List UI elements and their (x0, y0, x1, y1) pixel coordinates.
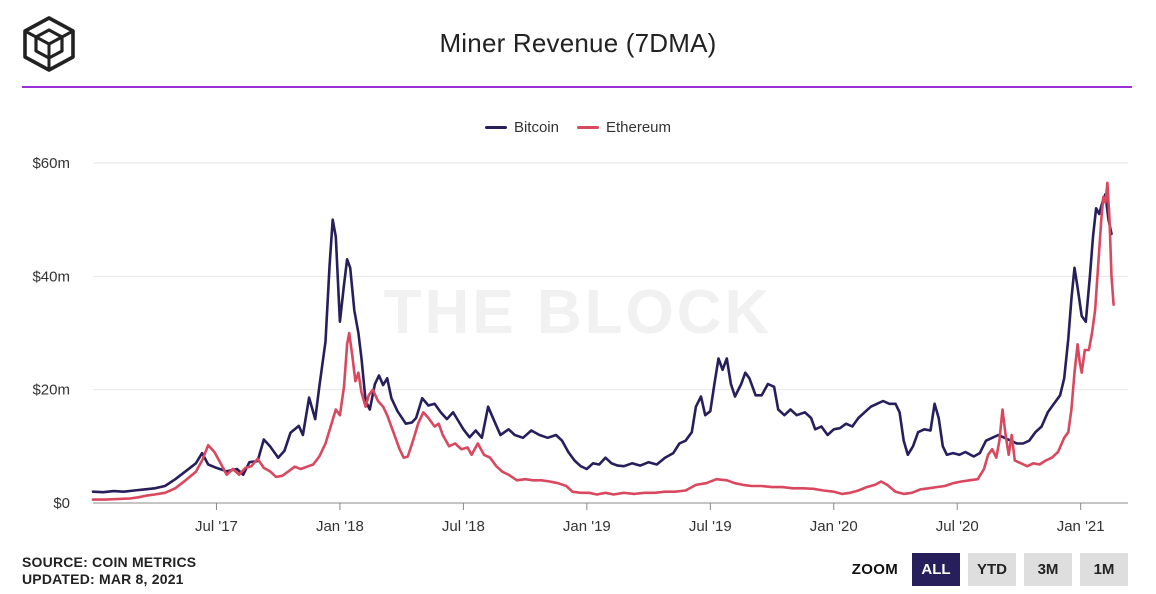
series-line-ethereum (91, 181, 1115, 501)
source-note: SOURCE: COIN METRICS UPDATED: MAR 8, 202… (22, 554, 196, 588)
zoom-3m-button[interactable]: 3M (1024, 553, 1072, 586)
x-tick-label: Jan '18 (316, 518, 364, 535)
x-tick-label: Jan '21 (1057, 518, 1105, 535)
zoom-all-button[interactable]: ALL (912, 553, 960, 586)
x-tick-label: Jul '20 (936, 518, 979, 535)
y-tick-label: $60m (32, 155, 70, 172)
source-text: SOURCE: COIN METRICS (22, 554, 197, 570)
series-line-bitcoin (91, 192, 1113, 494)
watermark: THE BLOCK (384, 278, 773, 347)
legend-label-bitcoin: Bitcoin (513, 119, 559, 136)
x-tick-label: Jan '19 (563, 518, 611, 535)
legend-item-bitcoin[interactable]: Bitcoin (484, 119, 559, 136)
zoom-ytd-button[interactable]: YTD (968, 553, 1016, 586)
y-tick-label: $40m (32, 268, 70, 285)
legend-item-ethereum[interactable]: Ethereum (576, 119, 672, 136)
legend-swatch-ethereum (576, 126, 599, 129)
legend-label-ethereum: Ethereum (605, 119, 672, 136)
x-tick-label: Jul '18 (442, 518, 485, 535)
x-tick-label: Jan '20 (810, 518, 858, 535)
zoom-controls: ZOOM ALL YTD 3M 1M (852, 553, 1128, 586)
x-tick-label: Jul '17 (195, 518, 238, 535)
chart-title: Miner Revenue (7DMA) (439, 28, 717, 58)
zoom-1m-button[interactable]: 1M (1080, 553, 1128, 586)
legend-swatch-bitcoin (484, 126, 507, 129)
updated-text: UPDATED: MAR 8, 2021 (22, 571, 184, 587)
legend: Bitcoin Ethereum (0, 119, 1156, 136)
y-tick-label: $20m (32, 382, 70, 399)
title-divider (22, 86, 1132, 88)
the-block-logo-icon (23, 16, 75, 72)
zoom-label: ZOOM (851, 561, 898, 578)
x-tick-label: Jul '19 (689, 518, 732, 535)
y-tick-label: $0 (53, 495, 70, 512)
